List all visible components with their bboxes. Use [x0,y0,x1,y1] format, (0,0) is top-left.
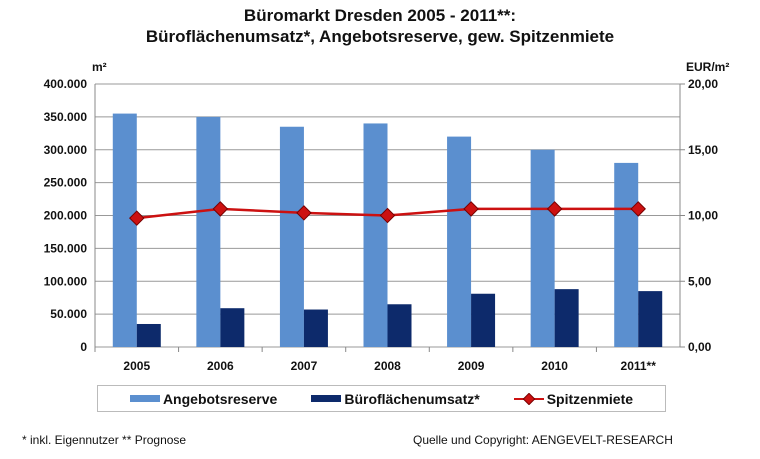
bar-bueroflaechenumsatz [638,291,663,347]
y-tick-label: 400.000 [44,77,88,91]
bar-angebotsreserve [196,116,221,347]
chart-subtitle: Büroflächenumsatz*, Angebotsreserve, gew… [145,27,615,46]
point-spitzenmiete [129,210,145,226]
y-tick-label: 350.000 [44,110,88,124]
point-spitzenmiete [379,207,396,224]
y-axis-label: m² [92,60,107,74]
y2-tick-label: 5,00 [688,274,712,288]
bar-bueroflaechenumsatz [554,289,579,347]
y-tick-label: 0 [80,340,87,354]
legend-item-angebotsreserve: Angebotsreserve [129,390,278,407]
legend-item-spitzenmiete: Spitzenmiete [513,390,634,407]
legend-swatch [311,395,342,402]
bar-angebotsreserve [279,126,304,347]
bar-angebotsreserve [447,136,472,347]
footnote-left: * inkl. Eigennutzer ** Prognose [22,433,187,447]
legend-item-bueroflaechenumsatz: Büroflächenumsatz* [311,390,480,407]
y-tick-label: 300.000 [44,143,88,157]
point-spitzenmiete [546,201,563,217]
y2-tick-label: 20,00 [688,77,718,91]
bar-bueroflaechenumsatz [136,323,161,347]
y-tick-label: 50.000 [50,307,87,321]
point-spitzenmiete [212,201,229,217]
y2-tick-label: 10,00 [688,209,718,223]
bar-bueroflaechenumsatz [220,308,245,347]
legend-label: Spitzenmiete [546,390,634,407]
y-tick-label: 100.000 [44,274,88,288]
y2-tick-label: 0,00 [688,340,712,354]
legend: Angebotsreserve Büroflächenumsatz* Spitz… [97,385,666,412]
point-spitzenmiete [296,205,312,221]
y2-axis-label: EUR/m² [686,60,730,74]
bar-angebotsreserve [363,123,388,347]
bar-bueroflaechenumsatz [387,304,412,347]
point-spitzenmiete [630,201,646,217]
y-tick-label: 250.000 [44,176,88,190]
legend-label: Büroflächenumsatz* [344,390,480,407]
point-spitzenmiete [463,201,479,217]
legend-line-marker-icon [513,392,544,405]
x-tick-label: 2010 [541,359,568,373]
legend-swatch [129,395,160,402]
bar-bueroflaechenumsatz [303,309,328,347]
chart-title: Büromarkt Dresden 2005 - 2011**: [243,6,517,25]
y2-tick-label: 15,00 [688,143,718,157]
bar-angebotsreserve [530,149,555,347]
bar-angebotsreserve [614,162,639,347]
bar-angebotsreserve [112,113,137,348]
footnote-source: Quelle und Copyright: AENGEVELT-RESEARCH [413,433,673,447]
x-tick-label: 2008 [374,359,401,373]
legend-label: Angebotsreserve [162,390,278,407]
x-tick-label: 2007 [291,359,318,373]
x-tick-label: 2005 [123,359,150,373]
x-tick-label: 2006 [207,359,234,373]
x-tick-label: 2009 [458,359,485,373]
x-tick-label: 2011** [621,359,657,373]
y-tick-label: 200.000 [44,209,88,223]
y-tick-label: 150.000 [44,241,88,255]
bar-bueroflaechenumsatz [471,293,496,347]
